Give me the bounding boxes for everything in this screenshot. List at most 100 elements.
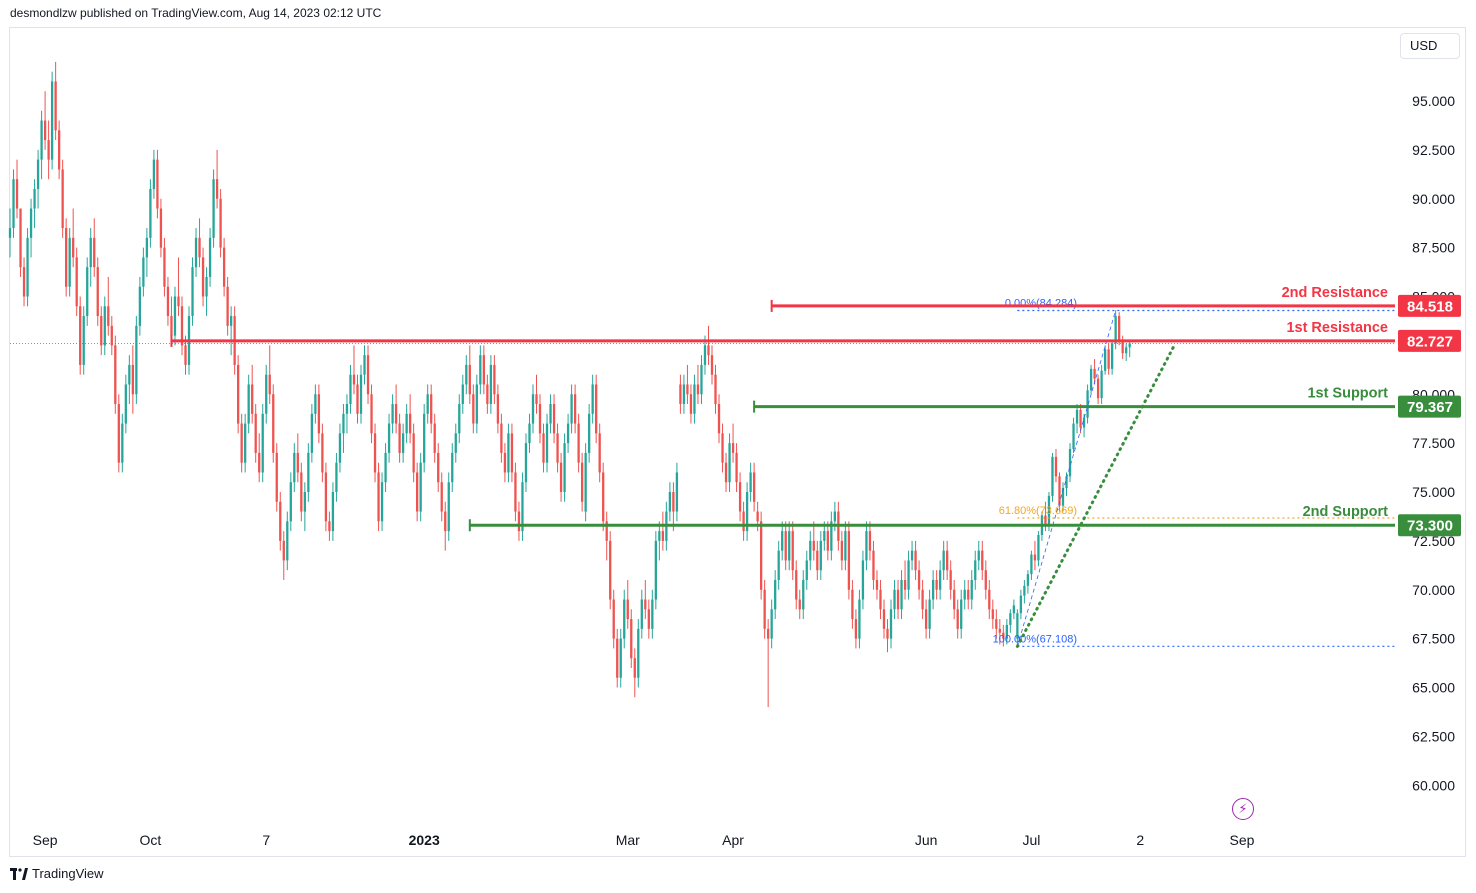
candle-body (79, 306, 82, 365)
candle-body (29, 208, 33, 238)
candle-body (107, 306, 110, 326)
candle-body (517, 511, 521, 532)
candle-body (1037, 535, 1040, 561)
candle-body (475, 384, 478, 424)
y-tick-label: 77.500 (1412, 435, 1455, 451)
x-tick-label: Oct (140, 832, 162, 848)
candle-body (356, 384, 359, 414)
y-tick-label: 72.500 (1412, 533, 1455, 549)
candle-body (1089, 368, 1093, 391)
y-tick-label: 75.000 (1412, 484, 1455, 500)
candle-body (812, 540, 815, 551)
candle-body (128, 364, 131, 385)
candle-body (907, 560, 910, 590)
candle-body (602, 472, 605, 522)
candle-body (679, 384, 682, 405)
candle-body (437, 452, 440, 483)
candle-body (623, 599, 626, 639)
candle-body (1051, 456, 1054, 496)
x-tick-label: Sep (33, 832, 58, 848)
candle-body (861, 560, 865, 600)
candle-body (531, 394, 535, 424)
y-tick-label: 90.000 (1412, 191, 1455, 207)
candle-body (317, 394, 321, 434)
candle-body (468, 364, 471, 395)
candle-body (700, 364, 703, 395)
candle-body (205, 276, 208, 297)
candle-body (310, 413, 314, 453)
candle-body (40, 120, 43, 160)
level-name: 2nd Support (1303, 504, 1389, 520)
candle-body (988, 589, 991, 610)
candle-body (191, 267, 194, 317)
candle-body (545, 423, 549, 463)
candle-body (117, 404, 120, 463)
tradingview-brand[interactable]: TradingView (10, 866, 104, 881)
candle-body (788, 531, 791, 561)
candle-body (588, 413, 591, 453)
candle-body (1103, 349, 1107, 371)
candle-body (728, 443, 731, 483)
lightning-icon[interactable]: ⚡ (1232, 798, 1254, 820)
candle-body (26, 237, 29, 297)
candle-body (559, 462, 563, 492)
candle-body (391, 404, 394, 424)
candle-body (935, 579, 938, 590)
candle-body (251, 384, 254, 414)
candle-body (535, 394, 538, 405)
candle-body (184, 345, 187, 365)
candle-body (363, 355, 366, 375)
candle-body (770, 609, 773, 639)
candle-body (556, 433, 559, 463)
chart-frame (9, 27, 1466, 857)
candle-body (1096, 378, 1100, 399)
x-tick-label: 2 (1136, 832, 1144, 848)
currency-selector[interactable]: USD (1400, 33, 1460, 59)
candle-body (524, 443, 528, 483)
candle-body (939, 570, 942, 590)
candle-body (444, 511, 447, 532)
y-tick-label: 67.500 (1412, 631, 1455, 647)
candle-body (303, 492, 306, 512)
candle-body (342, 413, 345, 434)
candle-body (8, 228, 12, 238)
candle-body (738, 482, 742, 512)
tradingview-logo-icon (10, 867, 28, 880)
candle-body (1118, 316, 1121, 340)
candle-body (124, 384, 127, 424)
candle-body (809, 540, 812, 561)
candle-body (998, 628, 1001, 633)
candle-body (924, 609, 928, 629)
candle-body (240, 423, 243, 463)
price-badge-label: 79.367 (1407, 399, 1453, 416)
candle-body (282, 540, 285, 561)
candle-body (451, 452, 454, 483)
candle-body (889, 609, 893, 639)
level-name: 1st Resistance (1286, 320, 1388, 336)
candle-body (72, 237, 75, 258)
candle-body (366, 355, 370, 395)
y-tick-label: 60.000 (1412, 777, 1455, 793)
candle-body (724, 462, 728, 483)
candle-body (745, 492, 749, 532)
candle-body (802, 579, 805, 610)
candle-body (893, 589, 896, 610)
candle-body (742, 511, 745, 532)
candle-body (570, 394, 573, 424)
candle-body (180, 306, 184, 346)
candle-body (970, 579, 973, 600)
candle-body (96, 267, 99, 317)
candle-body (359, 374, 363, 414)
candle-body (875, 579, 879, 590)
candle-body (1107, 349, 1110, 369)
fib-connector-line (1016, 310, 1117, 647)
candle-body (114, 345, 117, 405)
candle-body (173, 296, 177, 336)
candle-body (896, 589, 900, 610)
candle-body (15, 179, 19, 209)
candle-body (166, 286, 170, 317)
candle-body (215, 179, 219, 199)
candle-body (826, 531, 829, 551)
candle-body (689, 394, 693, 414)
